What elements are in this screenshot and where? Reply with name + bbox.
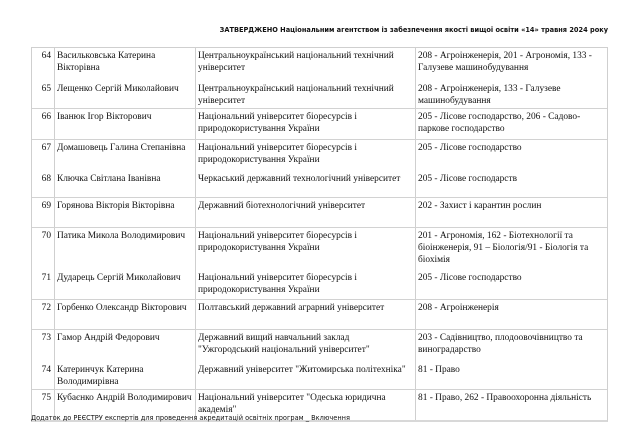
expert-name: Ключка Світлана Іванівна — [55, 171, 196, 197]
university-name: Державний університет "Житомирська політ… — [196, 362, 416, 389]
expert-name: Патика Микола Володимирович — [55, 228, 196, 270]
row-number: 67 — [32, 140, 55, 171]
expert-name: Домашовець Галина Степанівна — [55, 140, 196, 171]
university-name: Національний університет "Одеська юридич… — [196, 390, 416, 420]
table-row: 75 Кубаєнко Андрій Володимирович Національ… — [32, 390, 607, 420]
university-name: Центральноукраїнський національний техні… — [196, 48, 416, 81]
table-row: 74 Катеринчук Катерина Володимирівна Держа… — [32, 362, 607, 390]
row-number: 65 — [32, 81, 55, 108]
expert-name: Васильковська Катерина Вікторівна — [55, 48, 196, 81]
expert-name: Горянова Вікторія Вікторівна — [55, 198, 196, 227]
specialty: 81 - Право, 262 - Правоохоронна діяльніс… — [418, 393, 592, 403]
row-number: 69 — [32, 198, 55, 227]
row-number: 75 — [32, 390, 55, 420]
expert-name: Лещенко Сергій Миколайович — [55, 81, 196, 108]
row-number: 73 — [32, 330, 55, 362]
row-number: 68 — [32, 171, 55, 197]
table-row: 64 Васильковська Катерина Вікторівна Центр… — [32, 48, 607, 81]
table-row: 66 Іванюк Ігор Вікторович Національний уні… — [32, 109, 607, 140]
specialty: 205 - Лісове господарство, 206 - Садово-… — [418, 112, 581, 134]
expert-name: Горбенко Олександр Вікторович — [55, 300, 196, 329]
specialty: 205 - Лісове господарство — [418, 143, 522, 153]
row-number: 71 — [32, 270, 55, 299]
specialty: 205 - Лісове господарство — [418, 273, 522, 283]
specialty: 208 - Агроінженерія, 201 - Агрономія, 13… — [418, 51, 592, 73]
university-name: Полтавський державний аграрний університ… — [196, 300, 416, 329]
specialty: 208 - Агроінженерія, 133 - Галузеве маши… — [418, 84, 561, 106]
specialty: 201 - Агрономія, 162 - Біотехнології та … — [418, 231, 589, 265]
expert-name: Гамор Андрій Федорович — [55, 330, 196, 362]
specialty: 203 - Садівництво, плодоовочівництво та … — [418, 333, 583, 355]
university-name: Національний університет біоресурсів і п… — [196, 228, 416, 270]
table-row: 65 Лещенко Сергій Миколайович Центральноук… — [32, 81, 607, 109]
university-name: Національний університет біоресурсів і п… — [196, 140, 416, 171]
expert-name: Іванюк Ігор Вікторович — [55, 109, 196, 139]
university-name: Центральноукраїнський національний техні… — [196, 81, 416, 108]
row-number: 72 — [32, 300, 55, 329]
table-row: 73 Гамор Андрій Федорович Державний вищий … — [32, 330, 607, 362]
expert-name: Катеринчук Катерина Володимирівна — [55, 362, 196, 389]
table-row: 67 Домашовець Галина Степанівна Національн… — [32, 140, 607, 171]
row-number: 74 — [32, 362, 55, 389]
university-name: Черкаський державний технологічний уніве… — [196, 171, 416, 197]
table-row: 70 Патика Микола Володимирович Національни… — [32, 228, 607, 270]
approval-header: ЗАТВЕРДЖЕНО Національним агентством із з… — [219, 26, 608, 34]
table-row: 72 Горбенко Олександр Вікторович Полтавськ… — [32, 300, 607, 330]
specialty: 205 - Лісове господарств — [418, 174, 517, 184]
university-name: Національний університет біоресурсів і п… — [196, 109, 416, 139]
specialty: 81 - Право — [418, 365, 460, 375]
university-name: Державний вищий навчальний заклад "Ужгор… — [196, 330, 416, 362]
table-row: 71 Дударець Сергій Миколайович Національни… — [32, 270, 607, 300]
row-number: 64 — [32, 48, 55, 81]
specialty: 202 - Захист і карантин рослин — [418, 201, 542, 211]
row-number: 70 — [32, 228, 55, 270]
table-row: 68 Ключка Світлана Іванівна Черкаський дер… — [32, 171, 607, 198]
table-row: 69 Горянова Вікторія Вікторівна Державний … — [32, 198, 607, 228]
row-number: 66 — [32, 109, 55, 139]
expert-name: Кубаєнко Андрій Володимирович — [55, 390, 196, 420]
experts-table: 64 Васильковська Катерина Вікторівна Центр… — [31, 47, 608, 422]
specialty: 208 - Агроінженерія — [418, 303, 499, 313]
document-footer: Додаток до РЕЄСТРУ експертів для проведе… — [31, 414, 350, 422]
university-name: Національний університет біоресурсів і п… — [196, 270, 416, 299]
university-name: Державний біотехнологічний університет — [196, 198, 416, 227]
expert-name: Дударець Сергій Миколайович — [55, 270, 196, 299]
